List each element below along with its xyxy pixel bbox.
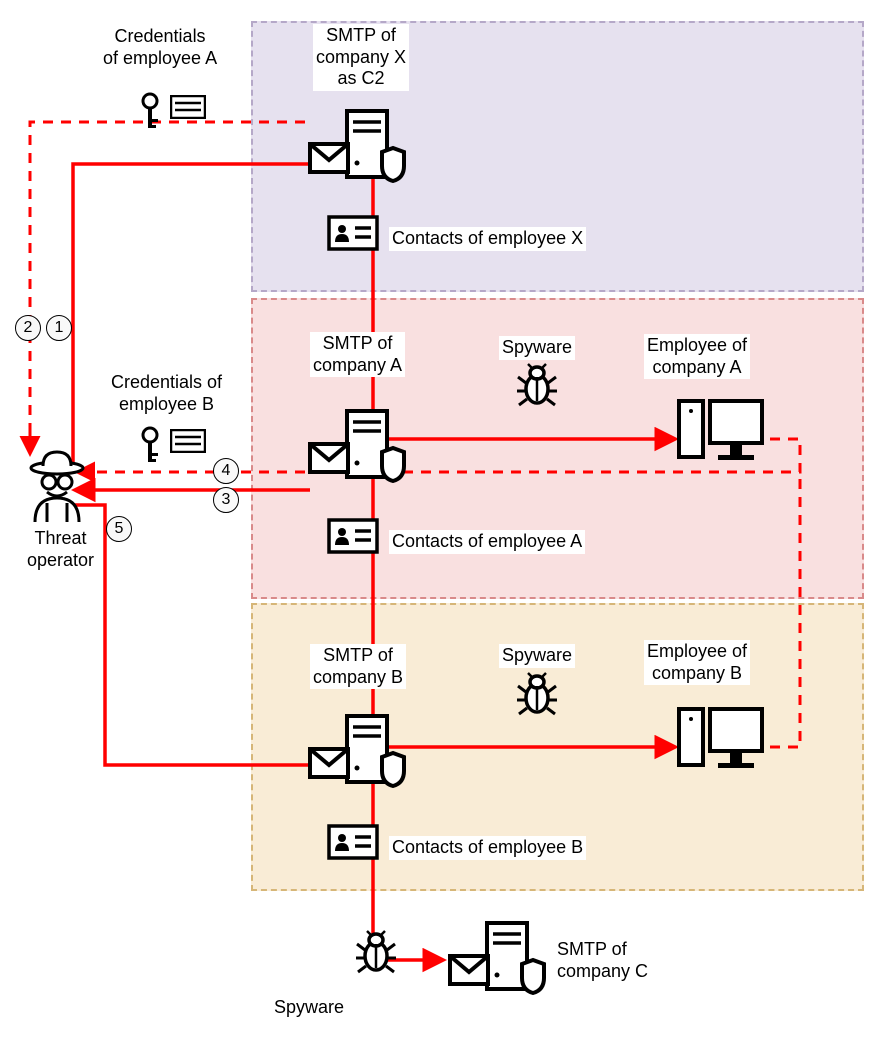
id-card-icon (327, 824, 379, 865)
label-cred-a: Credentials of employee A (100, 25, 220, 70)
id-card-icon (327, 518, 379, 559)
label-spyware-b: Spyware (499, 644, 575, 668)
step-2-num: 2 (24, 319, 33, 337)
step-5-num: 5 (115, 520, 124, 538)
mail-server-icon (307, 713, 407, 793)
bug-icon (515, 672, 559, 721)
step-3-num: 3 (222, 491, 231, 509)
id-card-icon (327, 215, 379, 256)
mail-server-icon (307, 408, 407, 488)
label-smtp-b: SMTP of company B (310, 644, 406, 689)
bug-icon (354, 930, 398, 979)
label-spyware-a: Spyware (499, 336, 575, 360)
label-spyware-c: Spyware (271, 996, 347, 1020)
label-contacts-b: Contacts of employee B (389, 836, 586, 860)
step-2: 2 (15, 315, 41, 341)
label-smtp-x: SMTP of company X as C2 (313, 24, 409, 91)
label-cred-b: Credentials of employee B (108, 371, 225, 416)
label-contacts-a: Contacts of employee A (389, 530, 585, 554)
step-1-num: 1 (55, 319, 64, 337)
step-1: 1 (46, 315, 72, 341)
bug-icon (515, 363, 559, 412)
step-4: 4 (213, 458, 239, 484)
step-5: 5 (106, 516, 132, 542)
mail-server-icon (447, 920, 547, 1000)
label-contacts-x: Contacts of employee X (389, 227, 586, 251)
computer-icon (676, 706, 766, 777)
credential-box-icon (170, 95, 206, 124)
step-3: 3 (213, 487, 239, 513)
label-emp-b: Employee of company B (644, 640, 750, 685)
mail-server-icon (307, 108, 407, 188)
credential-box-icon (170, 429, 206, 458)
label-emp-a: Employee of company A (644, 334, 750, 379)
diagram-canvas: Credentials of employee A SMTP of compan… (0, 0, 871, 1042)
key-icon (135, 91, 165, 136)
key-icon (135, 425, 165, 470)
label-smtp-a: SMTP of company A (310, 332, 405, 377)
computer-icon (676, 398, 766, 469)
label-smtp-c: SMTP of company C (554, 938, 651, 983)
threat-operator-icon (25, 450, 90, 530)
label-threat: Threat operator (24, 527, 97, 572)
step-4-num: 4 (222, 462, 231, 480)
